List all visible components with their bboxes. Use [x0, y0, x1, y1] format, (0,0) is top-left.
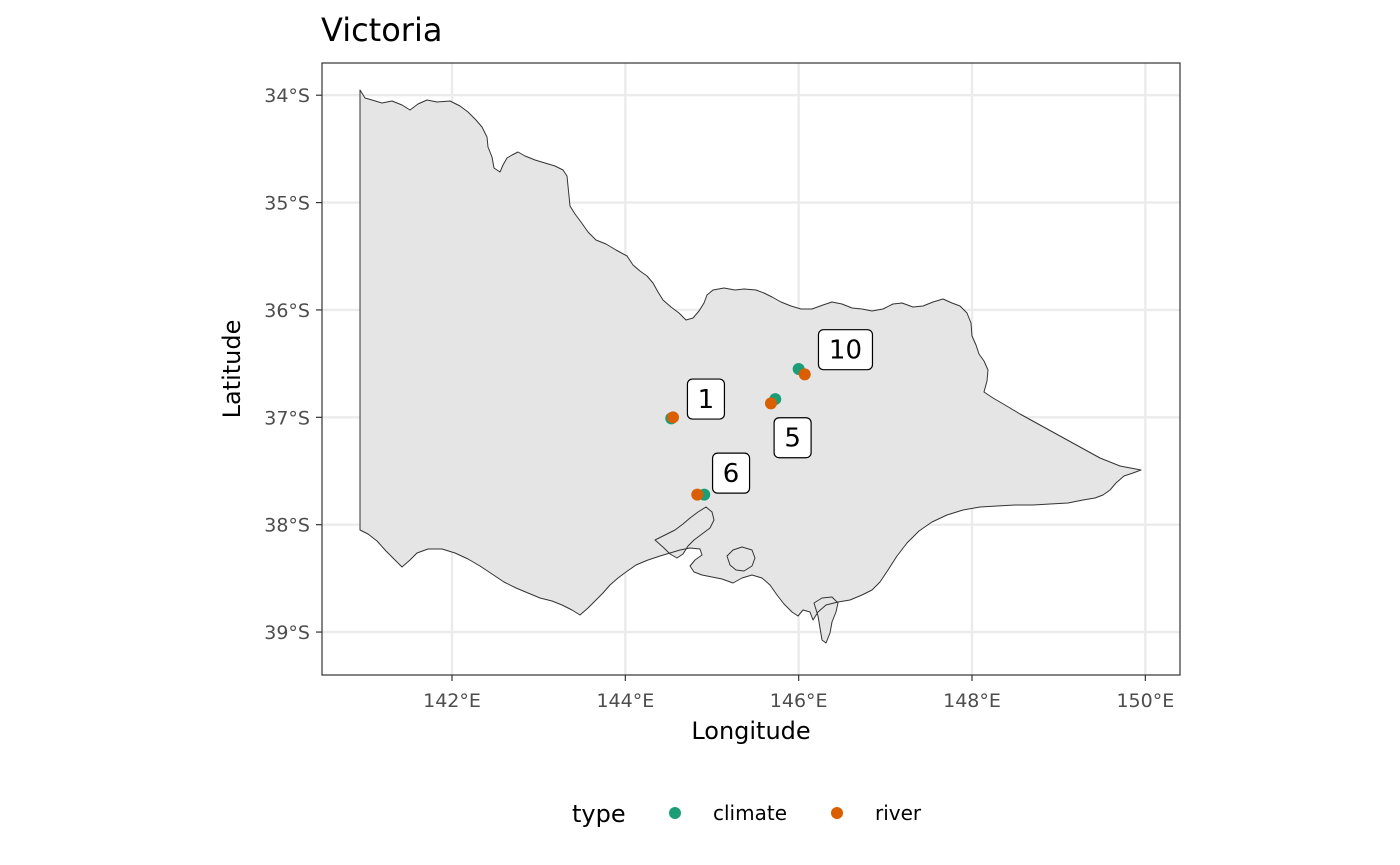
x-axis-ticks: 142°E 144°E 146°E 148°E 150°E [423, 675, 1174, 712]
y-axis-ticks: 34°S 35°S 36°S 37°S 38°S 39°S [264, 85, 322, 644]
y-tick-label: 37°S [264, 407, 310, 429]
legend: type climate river [572, 800, 922, 828]
site-label-box [711, 452, 751, 494]
point-river [798, 368, 811, 381]
y-tick-label: 39°S [264, 622, 310, 644]
x-tick-label: 146°E [770, 690, 828, 712]
y-axis-title: Latitude [218, 320, 246, 419]
point-river [764, 397, 777, 410]
site-label-box [817, 329, 874, 371]
plot-panel-border [321, 62, 1181, 676]
legend-key-river [831, 807, 843, 819]
legend-label-climate: climate [713, 801, 787, 825]
site-label: 10 [829, 336, 862, 366]
x-tick-label: 142°E [423, 690, 481, 712]
x-tick-label: 150°E [1116, 690, 1174, 712]
x-axis-title: Longitude [691, 717, 810, 745]
y-tick-label: 34°S [264, 85, 310, 107]
site-label: 6 [723, 459, 740, 489]
site-labels: 1 5 10 6 [686, 329, 874, 494]
site-label-box [773, 417, 812, 459]
y-tick-label: 35°S [264, 193, 310, 215]
point-river [691, 488, 704, 501]
site-label: 1 [698, 385, 715, 415]
map-title: Victoria [321, 11, 442, 49]
site-points [665, 363, 811, 501]
legend-key-climate [669, 807, 681, 819]
legend-title: type [572, 800, 626, 828]
site-label-box [686, 378, 726, 420]
y-tick-label: 38°S [264, 515, 310, 537]
point-river [667, 411, 679, 424]
x-tick-label: 148°E [943, 690, 1001, 712]
x-tick-label: 144°E [596, 690, 654, 712]
site-label: 5 [784, 424, 801, 454]
y-tick-label: 36°S [264, 300, 310, 322]
victoria-region [359, 89, 1142, 644]
legend-label-river: river [875, 801, 922, 825]
